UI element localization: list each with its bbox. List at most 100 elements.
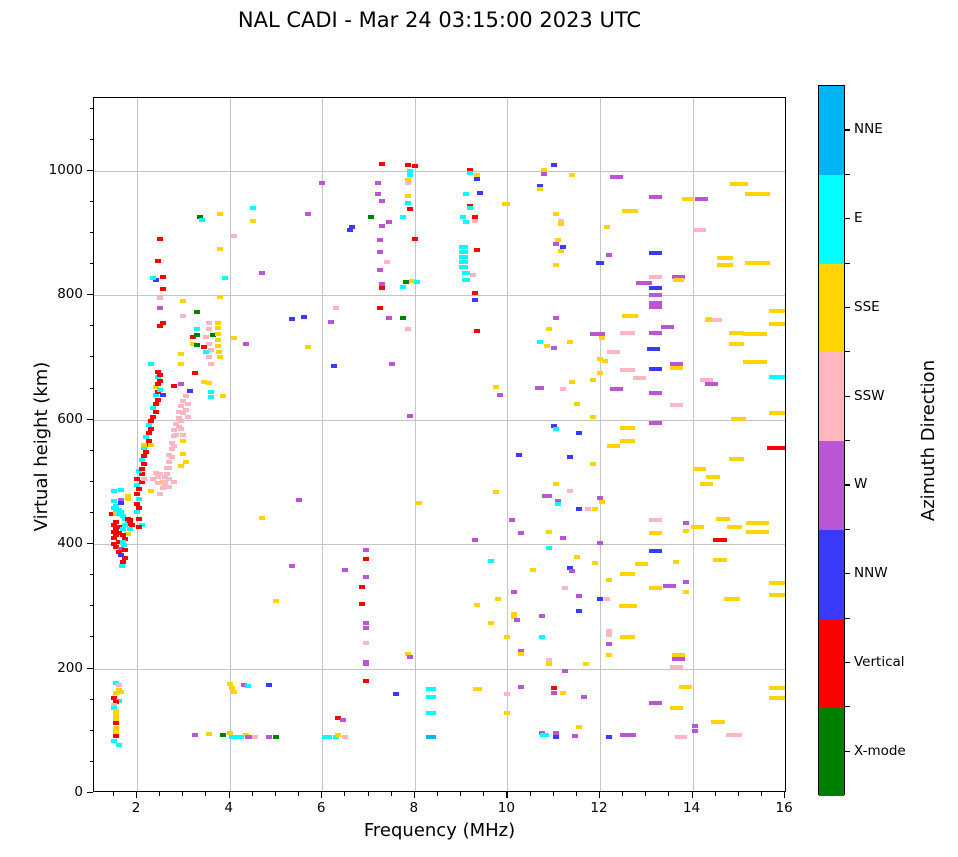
echo-point	[180, 299, 187, 304]
echo-point	[407, 413, 414, 418]
echo-point	[550, 686, 557, 691]
echo-point	[191, 371, 198, 375]
echo-point	[769, 686, 785, 691]
echo-point	[150, 275, 157, 280]
plot-area	[93, 97, 786, 792]
echo-point	[649, 586, 662, 591]
x-tick	[784, 792, 786, 798]
echo-point	[569, 569, 576, 574]
echo-point	[386, 219, 393, 224]
gridline	[414, 98, 416, 791]
echo-point	[557, 249, 564, 254]
echo-point	[535, 385, 545, 390]
echo-point	[147, 418, 154, 423]
echo-point	[649, 250, 662, 255]
y-minor-tick	[89, 480, 93, 482]
echo-point	[205, 327, 212, 332]
echo-point	[363, 557, 370, 562]
gridline	[322, 98, 324, 791]
echo-point	[715, 517, 730, 522]
echo-point	[621, 313, 639, 318]
echo-point	[138, 458, 145, 463]
colorbar-tick	[845, 750, 850, 752]
echo-point	[245, 735, 252, 739]
x-minor-tick	[251, 792, 253, 796]
echo-point	[134, 483, 141, 487]
echo-point	[134, 476, 141, 481]
echo-point	[550, 423, 557, 428]
colorbar-tick-label: SSE	[854, 298, 880, 315]
echo-point	[205, 355, 212, 360]
echo-point	[632, 375, 646, 380]
echo-point	[511, 590, 518, 595]
echo-point	[557, 222, 564, 227]
echo-point	[509, 518, 516, 523]
echo-point	[546, 529, 553, 534]
echo-point	[145, 438, 152, 443]
echo-point	[693, 227, 706, 232]
x-minor-tick	[761, 792, 762, 796]
echo-point	[552, 427, 559, 431]
echo-point	[210, 333, 217, 338]
echo-point	[562, 585, 569, 590]
echo-point	[342, 568, 349, 573]
echo-point	[289, 316, 296, 321]
colorbar-tick	[845, 218, 850, 220]
echo-point	[157, 237, 164, 242]
echo-point	[113, 721, 120, 726]
y-axis-label: Virtual height (km)	[31, 361, 52, 532]
echo-point	[374, 181, 381, 186]
echo-point	[416, 501, 423, 506]
echo-point	[194, 333, 201, 338]
echo-point	[546, 545, 553, 550]
y-tick-label: 600	[57, 410, 83, 427]
echo-point	[157, 492, 164, 497]
echo-point	[154, 481, 161, 486]
echo-point	[110, 529, 117, 534]
echo-point	[592, 507, 599, 512]
x-minor-tick	[645, 792, 647, 796]
echo-point	[305, 212, 312, 217]
x-minor-tick	[112, 792, 114, 796]
y-minor-tick	[89, 107, 93, 109]
x-tick	[413, 792, 415, 798]
echo-point	[386, 315, 393, 320]
echo-point	[426, 694, 436, 699]
echo-point	[580, 695, 587, 700]
echo-point	[728, 456, 745, 461]
echo-point	[140, 453, 147, 458]
colorbar-boundary-tick	[845, 262, 850, 264]
echo-point	[321, 735, 328, 739]
echo-point	[743, 359, 767, 364]
echo-point	[363, 575, 370, 580]
colorbar-boundary-tick	[845, 440, 850, 442]
echo-point	[716, 263, 734, 268]
echo-point	[173, 433, 180, 438]
echo-point	[536, 339, 543, 344]
echo-point	[404, 200, 411, 205]
echo-point	[363, 621, 370, 626]
echo-point	[152, 410, 159, 415]
echo-point	[272, 598, 279, 603]
echo-point	[154, 474, 161, 479]
echo-point	[205, 380, 212, 385]
echo-point	[265, 735, 272, 739]
echo-point	[113, 713, 120, 718]
y-tick	[87, 418, 93, 420]
echo-point	[404, 193, 411, 198]
echo-point	[136, 524, 143, 529]
echo-point	[649, 194, 662, 199]
echo-point	[346, 227, 353, 232]
echo-point	[400, 285, 407, 290]
echo-point	[201, 344, 208, 349]
echo-point	[161, 474, 168, 479]
echo-point	[363, 641, 370, 646]
echo-point	[384, 259, 391, 264]
y-minor-tick	[89, 325, 93, 327]
gridline	[137, 98, 139, 791]
echo-point	[729, 182, 749, 187]
colorbar-boundary-tick	[845, 351, 850, 353]
echo-point	[228, 735, 235, 739]
echo-point	[467, 206, 474, 211]
